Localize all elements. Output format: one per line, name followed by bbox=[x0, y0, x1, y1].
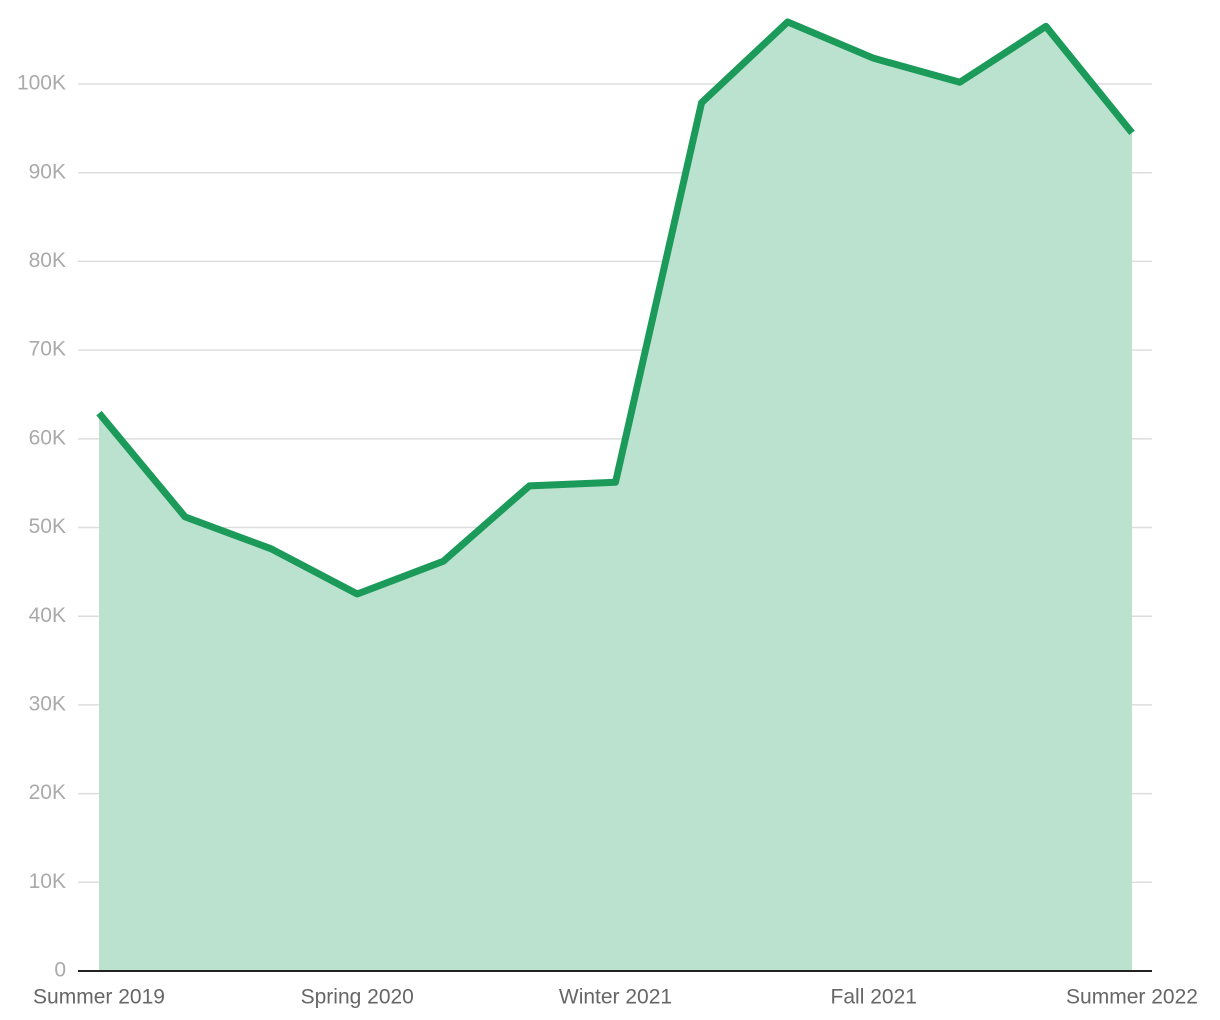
line bbox=[96, 18, 1135, 598]
x-tick-label: Winter 2021 bbox=[559, 986, 672, 1009]
y-tick-label: 20K bbox=[29, 781, 66, 804]
y-tick-label: 30K bbox=[29, 692, 66, 715]
y-tick-label: 100K bbox=[17, 72, 66, 95]
y-tick-label: 50K bbox=[29, 515, 66, 538]
x-tick-label: Summer 2019 bbox=[33, 986, 165, 1009]
x-tick-label: Fall 2021 bbox=[831, 986, 917, 1009]
y-tick-label: 10K bbox=[29, 870, 66, 893]
y-tick-label: 0 bbox=[54, 959, 66, 982]
x-tick-label: Summer 2022 bbox=[1066, 986, 1198, 1009]
y-tick-label: 40K bbox=[29, 604, 66, 627]
y-tick-label: 80K bbox=[29, 249, 66, 272]
y-tick-label: 90K bbox=[29, 160, 66, 183]
x-tick-label: Spring 2020 bbox=[301, 986, 414, 1009]
y-tick-label: 70K bbox=[29, 338, 66, 361]
area bbox=[99, 21, 1132, 972]
y-tick-label: 60K bbox=[29, 426, 66, 449]
